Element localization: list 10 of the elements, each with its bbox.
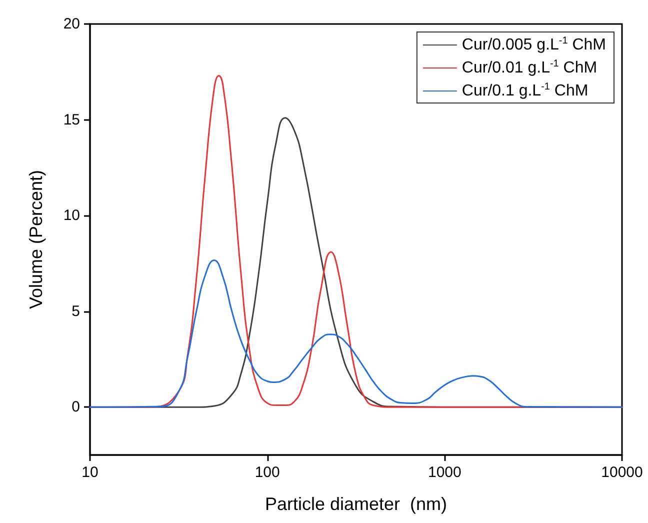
x-tick-label: 10000	[601, 464, 643, 481]
y-tick-label: 15	[63, 111, 80, 128]
y-tick-label: 0	[72, 398, 80, 416]
y-axis-title: Volume (Percent)	[26, 170, 46, 310]
x-tick-label: 100	[254, 464, 280, 481]
y-tick-label: 20	[63, 16, 80, 32]
x-axis-title: Particle diameter (nm)	[264, 494, 448, 514]
x-tick-label: 1000	[428, 464, 462, 481]
y-tick-label: 5	[72, 302, 80, 320]
y-tick-label: 10	[63, 207, 80, 224]
